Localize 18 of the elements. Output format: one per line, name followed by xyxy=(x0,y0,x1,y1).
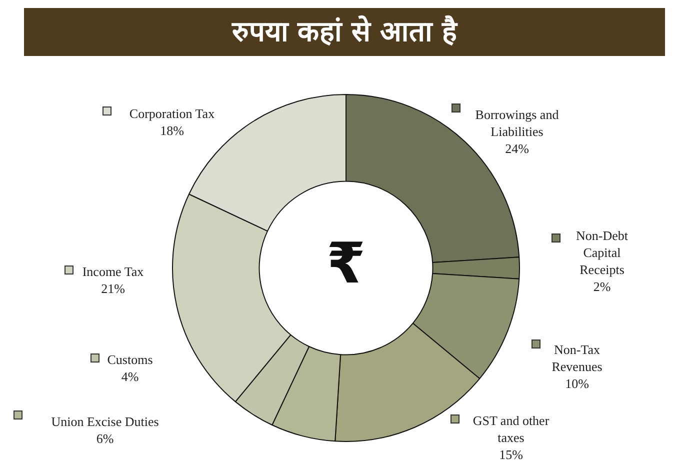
legend-label: Borrowings and Liabilities xyxy=(475,106,560,139)
legend-label: GST and other taxes xyxy=(472,412,550,445)
chart-title: रुपया कहां से आता है xyxy=(24,8,665,56)
data-label: 10% xyxy=(565,376,590,391)
legend-label: Corporation Tax xyxy=(129,106,216,121)
data-label: 4% xyxy=(121,368,139,384)
data-label: 24% xyxy=(505,140,530,156)
data-label: 21% xyxy=(101,280,126,296)
legend-label: Customs xyxy=(107,352,153,367)
legend-label: Income Tax xyxy=(82,264,144,279)
legend-label: Non-Debt Capital Receipts xyxy=(576,228,628,277)
data-label: 2% xyxy=(593,278,611,294)
text: ₹ xyxy=(326,232,366,297)
data-label: 6% xyxy=(96,430,114,446)
legend-label: Union Excise Duties xyxy=(51,414,159,429)
data-label: 15% xyxy=(499,446,524,462)
data-label: 18% xyxy=(160,122,184,138)
legend-label: Non-Tax Revenues xyxy=(552,342,602,374)
